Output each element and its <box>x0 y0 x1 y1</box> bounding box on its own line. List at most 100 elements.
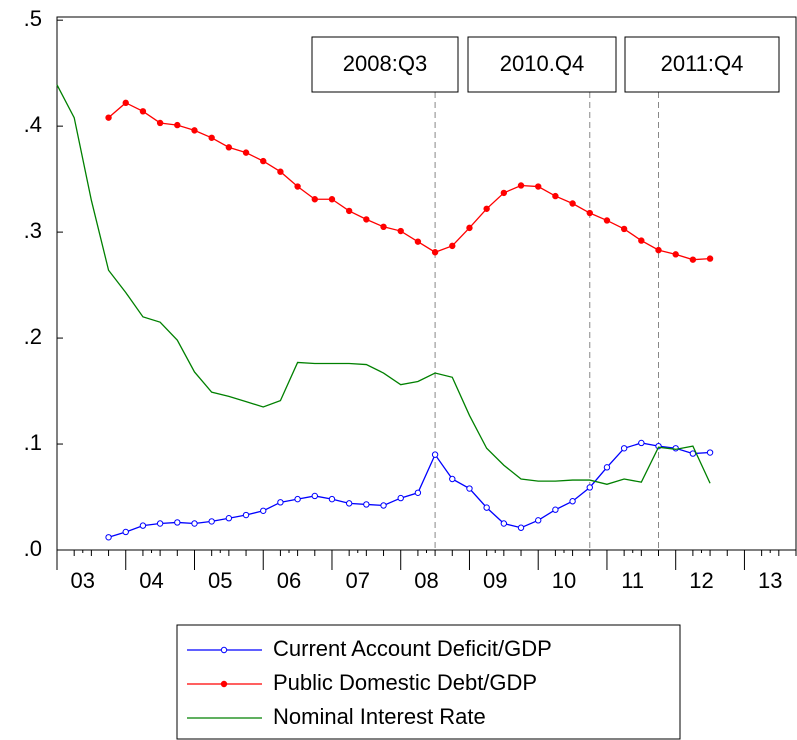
x-tick-label: 09 <box>483 568 507 593</box>
series-marker <box>105 114 112 121</box>
series-marker <box>294 495 301 503</box>
series-marker <box>363 216 370 223</box>
series-marker <box>397 494 404 502</box>
x-tick-label: 03 <box>71 568 95 593</box>
series-marker <box>122 99 129 107</box>
y-tick-label: .2 <box>24 324 42 349</box>
legend-marker <box>220 646 228 654</box>
series-marker <box>311 492 318 500</box>
series-marker <box>345 207 353 215</box>
legend-label: Public Domestic Debt/GDP <box>273 670 537 695</box>
legend-marker <box>220 680 228 688</box>
y-tick-label: .3 <box>24 218 42 243</box>
series-marker <box>363 501 370 508</box>
series-marker <box>500 189 508 197</box>
series-marker <box>431 451 439 458</box>
series-marker <box>603 217 611 224</box>
series-marker <box>569 200 576 207</box>
series-marker <box>449 475 456 483</box>
series-marker <box>294 183 301 190</box>
series-marker <box>277 168 284 175</box>
x-tick-label: 06 <box>277 568 301 593</box>
series-marker <box>345 500 353 507</box>
series-marker <box>105 534 112 541</box>
series-marker <box>655 246 662 254</box>
y-tick-label: .0 <box>24 536 42 561</box>
series-marker <box>552 192 559 200</box>
series-marker <box>242 511 250 519</box>
series-marker <box>672 445 679 452</box>
series-marker <box>260 507 267 514</box>
series-marker <box>620 225 628 233</box>
x-tick-label: 13 <box>758 568 782 593</box>
series-marker <box>328 196 336 203</box>
y-tick-label: .1 <box>24 430 42 455</box>
series-marker <box>380 502 387 509</box>
series-marker <box>672 251 679 258</box>
y-tick-label: .4 <box>24 112 42 137</box>
series-marker <box>277 499 284 506</box>
series-marker <box>483 205 490 212</box>
annotation-label: 2008:Q3 <box>343 51 427 76</box>
series-marker <box>466 485 473 492</box>
series-marker <box>586 484 593 491</box>
x-tick-label: 07 <box>346 568 370 593</box>
annotation-box <box>467 36 617 93</box>
annotation-label: 2010.Q4 <box>500 51 584 76</box>
series-marker <box>414 489 422 496</box>
series-marker <box>603 464 611 471</box>
legend-label: Current Account Deficit/GDP <box>273 636 552 661</box>
series-marker <box>552 506 559 513</box>
x-tick-label: 10 <box>552 568 576 593</box>
series-marker <box>500 520 508 527</box>
series-line <box>108 442 711 538</box>
series-marker <box>174 121 181 129</box>
annotation-box <box>311 36 459 93</box>
series-marker <box>191 127 198 134</box>
series-marker <box>414 238 422 245</box>
annotation-label: 2011:Q4 <box>661 51 744 76</box>
y-tick-label: .5 <box>24 6 42 31</box>
series-marker <box>689 450 697 457</box>
series-marker <box>638 439 645 447</box>
series-marker <box>174 519 181 526</box>
series-marker <box>225 515 233 522</box>
series-marker <box>706 449 714 456</box>
series-marker <box>208 518 215 525</box>
series-marker <box>139 522 147 529</box>
series-marker <box>208 134 215 141</box>
series-marker <box>517 524 525 531</box>
series-marker <box>689 256 697 263</box>
series-marker <box>535 517 542 524</box>
series-marker <box>156 119 164 127</box>
series-marker <box>449 242 456 250</box>
legend-box <box>176 624 681 740</box>
series-marker <box>156 520 164 527</box>
series-marker <box>225 144 233 151</box>
series-marker <box>242 149 250 156</box>
series-marker <box>328 495 336 503</box>
series-marker <box>706 255 714 262</box>
legend-label: Nominal Interest Rate <box>273 704 486 729</box>
series-marker <box>620 445 628 452</box>
series-marker <box>535 183 542 190</box>
series-marker <box>569 498 576 505</box>
series-marker <box>431 249 439 256</box>
series-marker <box>517 182 525 189</box>
x-tick-label: 04 <box>139 568 163 593</box>
series-line <box>108 102 711 261</box>
plot-frame <box>56 16 797 551</box>
x-tick-label: 12 <box>689 568 713 593</box>
series-marker <box>638 237 645 244</box>
series-marker <box>466 224 473 232</box>
series-marker <box>397 227 404 235</box>
series-marker <box>122 528 129 536</box>
series-marker <box>139 108 147 115</box>
series-marker <box>586 209 593 217</box>
annotation-box <box>624 36 780 93</box>
series-marker <box>311 196 318 203</box>
series-marker <box>260 157 267 165</box>
x-tick-label: 11 <box>621 568 644 593</box>
